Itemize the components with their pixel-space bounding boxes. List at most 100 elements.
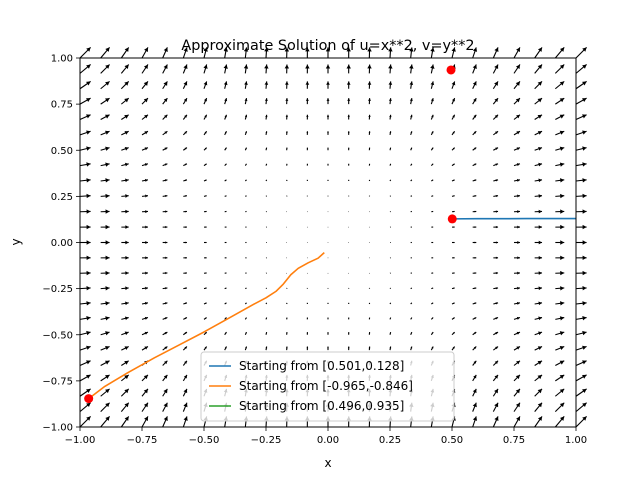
quiver-arrow [141, 301, 149, 305]
quiver-arrow [120, 388, 130, 397]
quiver-arrow [575, 114, 587, 121]
quiver-arrow [265, 317, 268, 320]
quiver-arrow [141, 97, 149, 105]
quiver-arrow [368, 317, 371, 320]
quiver-arrow [534, 97, 543, 105]
quiver-arrow [575, 130, 587, 136]
quiver-arrow [555, 209, 565, 214]
quiver-arrow [554, 402, 565, 413]
quiver-arrow [100, 47, 111, 59]
quiver-arrow [513, 316, 521, 320]
quiver-arrow [265, 346, 268, 351]
quiver-arrow [284, 47, 290, 59]
quiver-arrow [265, 287, 268, 290]
quiver-arrow [493, 179, 499, 182]
x-axis-label: x [324, 456, 331, 470]
quiver-arrow [368, 163, 371, 166]
quiver-arrow [265, 179, 268, 182]
quiver-arrow [265, 114, 268, 120]
x-tick-label: −0.50 [189, 435, 220, 446]
quiver-arrow [100, 331, 110, 336]
quiver-arrow [575, 360, 587, 367]
quiver-arrow [244, 302, 247, 305]
quiver-arrow [472, 195, 477, 197]
quiver-arrow [203, 195, 207, 197]
quiver-arrow [367, 47, 372, 59]
quiver-arrow [492, 346, 499, 351]
quiver-arrow [79, 146, 91, 151]
quiver-arrow [431, 302, 434, 305]
quiver-arrow [534, 240, 543, 245]
quiver-arrow [555, 286, 565, 291]
y-tick-label: −0.75 [42, 376, 73, 387]
quiver-arrow [100, 374, 110, 382]
quiver-arrow [183, 302, 188, 305]
legend-label-3: Starting from [0.496,0.935] [239, 399, 404, 413]
quiver-arrow [121, 286, 129, 291]
quiver-arrow [430, 64, 435, 74]
start-markers [84, 65, 457, 404]
quiver-arrow [141, 130, 149, 136]
quiver-arrow [431, 210, 434, 213]
quiver-arrow [79, 360, 91, 367]
quiver-arrow [306, 346, 309, 351]
quiver-arrow [430, 131, 434, 136]
quiver-arrow [492, 416, 499, 428]
quiver-arrow [224, 226, 227, 228]
quiver-arrow [244, 317, 247, 320]
quiver-arrow [472, 210, 477, 213]
quiver-arrow [347, 98, 351, 105]
quiver-arrow [162, 179, 168, 182]
quiver-arrow [348, 332, 350, 335]
quiver-arrow [224, 317, 227, 320]
quiver-arrow [243, 64, 249, 74]
quiver-arrow [348, 317, 350, 320]
quiver-arrow [472, 388, 477, 397]
quiver-arrow [244, 163, 247, 166]
quiver-arrow [534, 374, 543, 382]
quiver-arrow [534, 388, 543, 397]
quiver-arrow [410, 179, 413, 182]
quiver-arrow [368, 346, 371, 351]
quiver-arrow [472, 374, 477, 382]
start-marker-3 [446, 65, 456, 75]
quiver-arrow [575, 316, 587, 321]
quiver-arrow [367, 64, 372, 74]
quiver-arrow [555, 360, 565, 366]
quiver-arrow [492, 64, 499, 74]
quiver-arrow [141, 64, 149, 74]
quiver-arrow [492, 97, 499, 105]
quiver-arrow [162, 163, 168, 167]
quiver-arrow [120, 47, 130, 59]
quiver-arrow [513, 225, 520, 229]
quiver-arrow [162, 210, 168, 213]
quiver-arrow [555, 301, 565, 306]
quiver-arrow [513, 163, 521, 167]
quiver-arrow [79, 47, 91, 59]
legend: Starting from [0.501,0.128] Starting from… [200, 351, 455, 422]
quiver-arrow [224, 131, 227, 136]
quiver-arrow [472, 241, 477, 244]
quiver-arrow [162, 194, 168, 198]
quiver-arrow [183, 163, 188, 167]
quiver-arrow [513, 97, 521, 105]
quiver-arrow [224, 241, 227, 244]
quiver-arrow [182, 114, 188, 120]
quiver-arrow [493, 271, 499, 275]
quiver-arrow [162, 241, 168, 244]
quiver-arrow [575, 64, 587, 74]
quiver-arrow [388, 98, 392, 105]
quiver-arrow [182, 416, 188, 428]
quiver-arrow [79, 80, 91, 90]
chart-title: Approximate Solution of u=x**2, v=y**2 [181, 38, 474, 54]
quiver-arrow [162, 147, 168, 151]
quiver-arrow [513, 402, 521, 412]
quiver-arrow [492, 402, 499, 412]
quiver-arrow [513, 130, 521, 136]
quiver-arrow [534, 256, 543, 260]
quiver-arrow [121, 346, 129, 351]
quiver-arrow [555, 270, 565, 276]
quiver-arrow [182, 97, 188, 105]
quiver-arrow [141, 374, 149, 382]
quiver-arrow [575, 286, 587, 291]
